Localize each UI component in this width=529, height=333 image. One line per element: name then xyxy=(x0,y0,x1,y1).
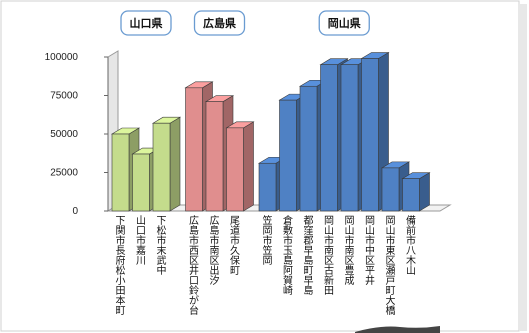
x-tick-label: 笠岡市笠岡 xyxy=(263,214,273,267)
group-label: 広島県 xyxy=(203,16,236,30)
x-tick-label: 下松市末武中 xyxy=(157,216,167,277)
x-tick-label: 倉敷市玉島阿賀崎 xyxy=(283,214,293,297)
bar xyxy=(258,162,277,212)
bar xyxy=(279,99,297,212)
x-tick-label: 都窪郡早島町早島 xyxy=(304,215,314,297)
bar-side xyxy=(243,121,254,212)
group-label-box xyxy=(318,10,370,36)
bar xyxy=(320,64,338,212)
y-tick-label: 100000 xyxy=(45,52,79,63)
panel-shadow xyxy=(519,4,527,331)
x-tick-label: 尾道市久保町 xyxy=(230,215,240,277)
bar-side xyxy=(419,172,430,212)
group-label-box xyxy=(120,10,172,36)
bar xyxy=(361,58,379,212)
group-labels: 山口県 広島県 岡山県 xyxy=(120,10,370,36)
group-label-box xyxy=(193,10,246,36)
bar xyxy=(381,167,400,212)
y-tick-label: 75000 xyxy=(50,91,78,102)
y-tick-label: 50000 xyxy=(50,129,78,140)
bar xyxy=(299,85,318,212)
x-tick-label: 広島市南区出汐 xyxy=(210,214,220,287)
bar-side xyxy=(169,116,181,212)
x-tick-label: 岡山市南区豊成 xyxy=(345,215,355,287)
scribble-decoration xyxy=(355,326,440,333)
x-tick-label: 下関市長府松小田本町 xyxy=(116,216,126,317)
bar xyxy=(111,133,130,212)
x-tick-label: 山口市嘉川 xyxy=(136,215,146,267)
x-tick-label: 岡山市中区平井 xyxy=(365,215,375,287)
x-tick-label: 岡山市南区古新田 xyxy=(324,215,334,297)
x-tick-label: 備前市八木山 xyxy=(406,214,416,277)
bar xyxy=(185,87,203,212)
bar xyxy=(152,122,171,212)
group-label: 山口県 xyxy=(130,16,163,30)
bar xyxy=(132,153,150,212)
y-tick-label: 0 xyxy=(72,206,78,217)
bar xyxy=(205,101,224,212)
group-label: 岡山県 xyxy=(328,16,361,30)
bar xyxy=(340,64,359,212)
x-tick-label: 岡山市東区瀬戸町大橋 xyxy=(386,215,396,317)
x-tick-label: 広島市西区井口鈴が台 xyxy=(189,214,199,317)
bar xyxy=(226,127,244,212)
bar xyxy=(402,178,420,212)
y-tick-label: 25000 xyxy=(50,168,78,179)
chart-bars xyxy=(110,52,431,212)
